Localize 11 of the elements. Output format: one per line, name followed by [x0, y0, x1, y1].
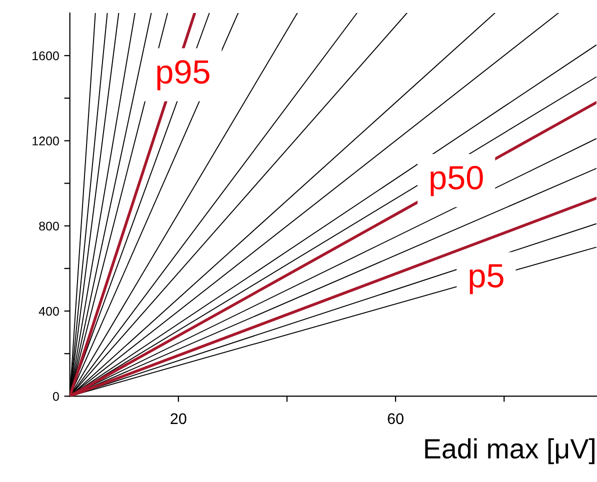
y-tick-label: 400	[38, 306, 59, 316]
x-axis-title: Eadi max [μV]	[425, 438, 594, 464]
annotation: p95	[157, 60, 210, 90]
y-tick-label: 800	[39, 222, 59, 231]
x-tick-label: 20	[170, 413, 186, 424]
y-tick-label: 1600	[32, 51, 59, 60]
y-tick-label: 0	[52, 392, 59, 401]
x-tick-label: 60	[388, 413, 404, 424]
annotation: p50	[430, 166, 483, 196]
annotation: p5	[470, 264, 504, 294]
y-tick-label: 1200	[32, 136, 59, 146]
